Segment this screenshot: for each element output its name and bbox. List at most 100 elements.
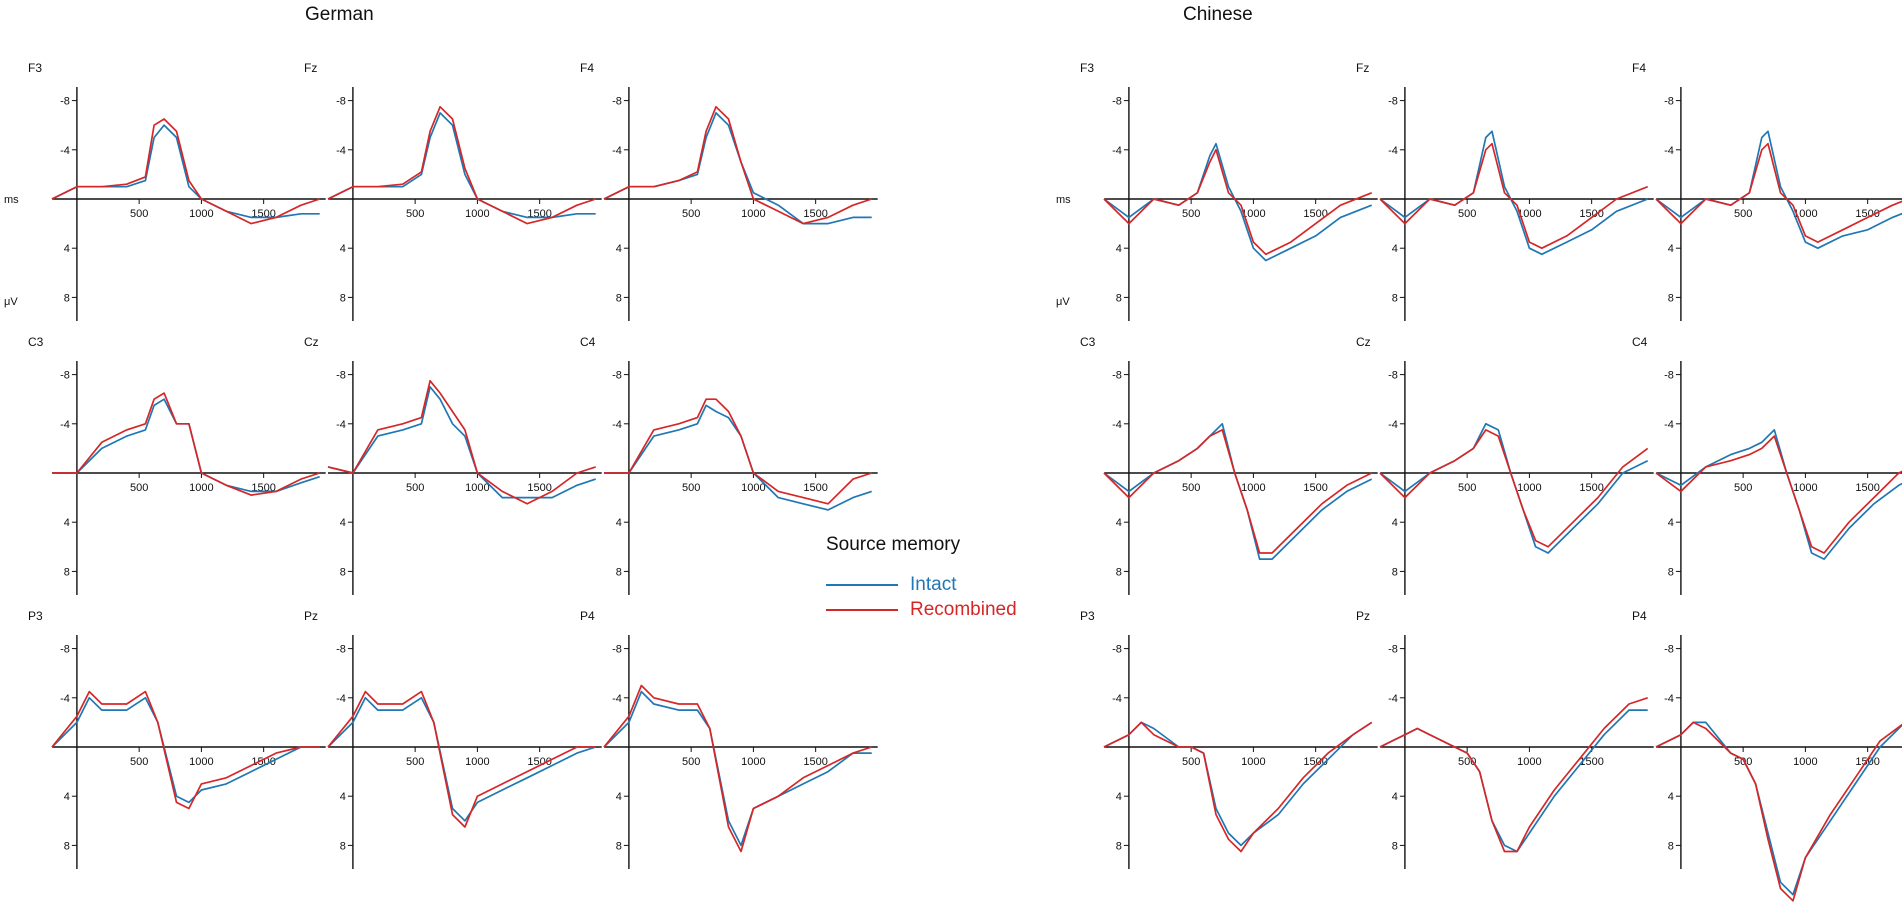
german-header: German	[305, 4, 374, 25]
chinese-f3-xtick-label: 1000	[1241, 208, 1265, 220]
chinese-f3-series-recombined	[1103, 148, 1373, 256]
chinese-p4-xtick-label: 500	[1734, 756, 1752, 768]
german-p4-ytick-label: -8	[612, 644, 622, 656]
chinese-cz-xtick-label: 1500	[1579, 482, 1603, 494]
chinese-p4-series-recombined	[1655, 721, 1902, 902]
german-c3-ytick-label: 4	[64, 517, 70, 529]
german-f4-label: F4	[580, 61, 594, 75]
german-cz-series-recombined	[327, 379, 596, 505]
german-cz-ytick-label: -8	[336, 370, 346, 382]
german-c3-ytick-label: -4	[60, 419, 70, 431]
german-fz-ytick-label: 4	[340, 243, 346, 255]
chinese-c3-series-intact	[1103, 422, 1373, 560]
german-f3-ytick-label: -8	[60, 96, 70, 108]
chinese-p3-label: P3	[1080, 609, 1095, 623]
chinese-cz-ytick-label: 8	[1392, 566, 1398, 578]
german-p3-ytick-label: -8	[60, 644, 70, 656]
chinese-p4-label: P4	[1632, 609, 1647, 623]
german-p3-ytick-label: -4	[60, 693, 70, 705]
german-p3-series-intact	[51, 696, 320, 804]
chinese-cz-xtick-label: 1000	[1517, 482, 1541, 494]
chinese-f4-xtick-label: 1500	[1855, 208, 1879, 220]
legend-item-recombined: Recombined	[826, 597, 1017, 622]
german-f3-series-recombined	[51, 118, 320, 225]
german-fz-ytick-label: -4	[336, 145, 346, 157]
german-c4-ytick-label: -4	[612, 419, 622, 431]
german-p3-xtick-label: 1500	[251, 756, 275, 768]
german-f4-xtick-label: 1000	[741, 208, 765, 220]
legend-item-intact: Intact	[826, 572, 1017, 597]
chinese-c4-xtick-label: 500	[1734, 482, 1752, 494]
chinese-p4-ytick-label: -4	[1664, 693, 1674, 705]
chinese-fz-series-intact	[1379, 130, 1649, 256]
german-c4-label: C4	[580, 335, 596, 349]
german-cz-xtick-label: 1500	[527, 482, 551, 494]
german-p3-label: P3	[28, 609, 43, 623]
german-f3-label: F3	[28, 61, 42, 75]
german-p3-xtick-label: 500	[130, 756, 148, 768]
chinese-c4-ytick-label: 4	[1668, 517, 1674, 529]
german-p4-label: P4	[580, 609, 595, 623]
chinese-c3-ytick-label: 4	[1116, 517, 1122, 529]
german-fz-ytick-label: -8	[336, 96, 346, 108]
chinese-c3-ytick-label: -4	[1112, 419, 1122, 431]
german-f4-ytick-label: 4	[616, 243, 622, 255]
chinese-c3-ytick-label: 8	[1116, 566, 1122, 578]
german-f3-ytick-label: -4	[60, 145, 70, 157]
chinese-f4-ytick-label: -8	[1664, 96, 1674, 108]
chinese-p3-series-recombined	[1103, 721, 1373, 853]
german-c4-ytick-label: -8	[612, 370, 622, 382]
german-fz-xtick-label: 500	[406, 208, 424, 220]
chinese-c3-xtick-label: 500	[1182, 482, 1200, 494]
german-pz-label: Pz	[304, 609, 318, 623]
chinese-pz-ytick-label: 8	[1392, 840, 1398, 852]
chinese-p3-xtick-label: 1000	[1241, 756, 1265, 768]
chinese-p4-series-intact	[1655, 721, 1902, 896]
german-p4-xtick-label: 1000	[741, 756, 765, 768]
chinese-p4-xtick-label: 1000	[1793, 756, 1817, 768]
german-p4-ytick-label: -4	[612, 693, 622, 705]
german-fz-ytick-label: 8	[340, 292, 346, 304]
chinese-pz-ytick-label: -4	[1388, 693, 1398, 705]
german-cz-xtick-label: 500	[406, 482, 424, 494]
chinese-fz-ytick-label: 4	[1392, 243, 1398, 255]
chinese-f4-series-recombined	[1655, 142, 1902, 243]
german-c3-label: C3	[28, 335, 44, 349]
chinese-p3-ytick-label: -8	[1112, 644, 1122, 656]
german-fz-series-recombined	[327, 105, 596, 225]
chinese-c4-ytick-label: -4	[1664, 419, 1674, 431]
chinese-c3-ytick-label: -8	[1112, 370, 1122, 382]
german-p3-ytick-label: 4	[64, 791, 70, 803]
chinese-cz-ytick-label: 4	[1392, 517, 1398, 529]
chinese-pz-xtick-label: 1000	[1517, 756, 1541, 768]
german-c3-ytick-label: 8	[64, 566, 70, 578]
chinese-pz-ytick-label: 4	[1392, 791, 1398, 803]
german-fz-xtick-label: 1000	[465, 208, 489, 220]
german-c4-ytick-label: 4	[616, 517, 622, 529]
chinese-f4-ytick-label: -4	[1664, 145, 1674, 157]
chinese-c4-xtick-label: 1000	[1793, 482, 1817, 494]
chinese-header: Chinese	[1183, 4, 1253, 25]
legend-label-intact: Intact	[910, 573, 957, 595]
chinese-pz-series-recombined	[1379, 696, 1648, 853]
german-p3-ytick-label: 8	[64, 840, 70, 852]
german-pz-ytick-label: 4	[340, 791, 346, 803]
chinese-fz-label: Fz	[1356, 61, 1369, 75]
chinese-fz-xtick-label: 1000	[1517, 208, 1541, 220]
german-c4-series-intact	[604, 404, 872, 511]
chinese-c4-ytick-label: -8	[1664, 370, 1674, 382]
german-pz-ytick-label: -4	[336, 693, 346, 705]
chinese-yunit-label: μV	[1056, 296, 1070, 308]
german-cz-ytick-label: -4	[336, 419, 346, 431]
german-pz-ytick-label: 8	[340, 840, 346, 852]
chinese-f3-ytick-label: 4	[1116, 243, 1122, 255]
german-f4-ytick-label: -8	[612, 96, 622, 108]
german-p4-ytick-label: 8	[616, 840, 622, 852]
german-p3-xtick-label: 1000	[189, 756, 213, 768]
german-c3-series-recombined	[52, 392, 320, 496]
german-xunit-label: ms	[4, 194, 19, 206]
legend: Source memory Intact Recombined	[826, 534, 1017, 622]
german-f3-ytick-label: 8	[64, 292, 70, 304]
german-c3-series-intact	[52, 398, 320, 493]
